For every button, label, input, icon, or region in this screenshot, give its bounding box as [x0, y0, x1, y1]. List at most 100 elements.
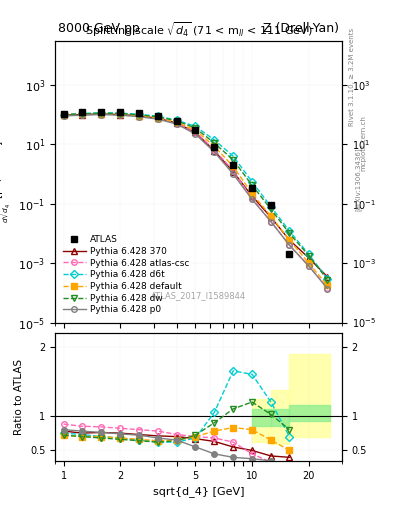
Pythia 6.428 370 — [193, 130, 198, 136]
ATLAS — [193, 127, 198, 133]
Pythia 6.428 p0 — [325, 285, 330, 291]
Pythia 6.428 d6t — [325, 275, 330, 282]
Y-axis label: $\frac{d\sigma}{d\sqrt{d_4}}$ [pb,GeV$^{-1}$]: $\frac{d\sigma}{d\sqrt{d_4}}$ [pb,GeV$^{… — [0, 140, 13, 223]
Pythia 6.428 dw — [79, 111, 84, 117]
Pythia 6.428 dw — [268, 206, 273, 212]
Pythia 6.428 dw — [287, 230, 292, 237]
Pythia 6.428 atlas-csc — [79, 111, 84, 117]
Pythia 6.428 p0 — [268, 219, 273, 225]
Line: Pythia 6.428 d6t: Pythia 6.428 d6t — [61, 110, 330, 282]
Pythia 6.428 d6t — [231, 153, 235, 159]
Pythia 6.428 p0 — [174, 121, 179, 127]
Pythia 6.428 p0 — [79, 112, 84, 118]
ATLAS — [231, 162, 235, 168]
Line: Pythia 6.428 default: Pythia 6.428 default — [61, 111, 330, 288]
Pythia 6.428 d6t — [137, 111, 141, 117]
Pythia 6.428 atlas-csc — [268, 219, 273, 225]
Pythia 6.428 default — [61, 112, 66, 118]
Pythia 6.428 370 — [231, 168, 235, 175]
Pythia 6.428 p0 — [231, 171, 235, 177]
ATLAS — [155, 113, 160, 119]
Line: Pythia 6.428 p0: Pythia 6.428 p0 — [61, 112, 330, 291]
Pythia 6.428 default — [307, 260, 311, 266]
Pythia 6.428 default — [287, 237, 292, 243]
Pythia 6.428 atlas-csc — [155, 115, 160, 121]
Pythia 6.428 atlas-csc — [212, 147, 217, 153]
Pythia 6.428 dw — [193, 125, 198, 131]
Pythia 6.428 370 — [118, 112, 123, 118]
Pythia 6.428 default — [99, 111, 103, 117]
ATLAS — [287, 251, 292, 257]
Pythia 6.428 p0 — [307, 263, 311, 269]
Pythia 6.428 dw — [61, 112, 66, 118]
Legend: ATLAS, Pythia 6.428 370, Pythia 6.428 atlas-csc, Pythia 6.428 d6t, Pythia 6.428 : ATLAS, Pythia 6.428 370, Pythia 6.428 at… — [59, 231, 193, 318]
Pythia 6.428 370 — [79, 112, 84, 118]
Pythia 6.428 default — [231, 163, 235, 169]
Text: [arXiv:1306.3436]: [arXiv:1306.3436] — [354, 147, 361, 211]
Pythia 6.428 atlas-csc — [287, 242, 292, 248]
Pythia 6.428 dw — [99, 110, 103, 116]
Text: mcplots.cern.ch: mcplots.cern.ch — [360, 115, 367, 172]
Title: Splitting scale $\sqrt{d_4}$ (71 < m$_{ll}$ < 111 GeV): Splitting scale $\sqrt{d_4}$ (71 < m$_{l… — [84, 20, 312, 39]
ATLAS — [61, 111, 66, 117]
ATLAS — [99, 109, 103, 115]
Pythia 6.428 dw — [118, 111, 123, 117]
Pythia 6.428 d6t — [250, 179, 254, 185]
Pythia 6.428 d6t — [79, 111, 84, 117]
Pythia 6.428 d6t — [155, 113, 160, 119]
Pythia 6.428 default — [268, 213, 273, 219]
Pythia 6.428 default — [193, 127, 198, 133]
ATLAS — [137, 110, 141, 116]
Pythia 6.428 370 — [307, 255, 311, 261]
Pythia 6.428 default — [79, 111, 84, 117]
Pythia 6.428 d6t — [174, 117, 179, 123]
ATLAS — [250, 184, 254, 190]
Pythia 6.428 default — [118, 111, 123, 117]
Text: ATLAS_2017_I1589844: ATLAS_2017_I1589844 — [151, 291, 246, 300]
Pythia 6.428 d6t — [212, 137, 217, 143]
Pythia 6.428 370 — [268, 214, 273, 220]
Pythia 6.428 370 — [61, 112, 66, 118]
Pythia 6.428 d6t — [268, 203, 273, 209]
Pythia 6.428 p0 — [287, 242, 292, 248]
ATLAS — [174, 118, 179, 124]
Pythia 6.428 atlas-csc — [325, 285, 330, 291]
Text: Rivet 3.1.10, ≥ 3.2M events: Rivet 3.1.10, ≥ 3.2M events — [349, 28, 355, 126]
Pythia 6.428 default — [174, 119, 179, 125]
Pythia 6.428 atlas-csc — [99, 111, 103, 117]
Line: Pythia 6.428 370: Pythia 6.428 370 — [61, 111, 330, 280]
Pythia 6.428 370 — [137, 113, 141, 119]
Pythia 6.428 370 — [287, 237, 292, 243]
Pythia 6.428 p0 — [250, 196, 254, 202]
Pythia 6.428 default — [250, 190, 254, 197]
Line: ATLAS: ATLAS — [60, 108, 293, 258]
X-axis label: sqrt{d_4} [GeV]: sqrt{d_4} [GeV] — [153, 486, 244, 497]
Pythia 6.428 p0 — [137, 114, 141, 120]
Pythia 6.428 default — [137, 113, 141, 119]
Pythia 6.428 atlas-csc — [250, 196, 254, 202]
Pythia 6.428 370 — [99, 111, 103, 117]
Pythia 6.428 370 — [325, 273, 330, 280]
Pythia 6.428 dw — [231, 157, 235, 163]
Pythia 6.428 dw — [174, 118, 179, 124]
Pythia 6.428 default — [212, 143, 217, 150]
Pythia 6.428 d6t — [307, 251, 311, 257]
Text: Z (Drell-Yan): Z (Drell-Yan) — [263, 23, 339, 35]
Pythia 6.428 370 — [174, 120, 179, 126]
Pythia 6.428 default — [325, 282, 330, 288]
Y-axis label: Ratio to ATLAS: Ratio to ATLAS — [15, 359, 24, 435]
Pythia 6.428 atlas-csc — [118, 111, 123, 117]
Pythia 6.428 atlas-csc — [231, 167, 235, 174]
Pythia 6.428 p0 — [61, 113, 66, 119]
Pythia 6.428 atlas-csc — [174, 120, 179, 126]
Text: 8000 GeV pp: 8000 GeV pp — [58, 23, 140, 35]
Pythia 6.428 d6t — [287, 228, 292, 234]
Pythia 6.428 atlas-csc — [137, 113, 141, 119]
Pythia 6.428 p0 — [212, 149, 217, 155]
ATLAS — [212, 144, 217, 150]
Pythia 6.428 dw — [307, 252, 311, 259]
Pythia 6.428 atlas-csc — [307, 263, 311, 269]
Line: Pythia 6.428 dw: Pythia 6.428 dw — [61, 110, 330, 282]
Pythia 6.428 dw — [155, 114, 160, 120]
Pythia 6.428 dw — [250, 182, 254, 188]
